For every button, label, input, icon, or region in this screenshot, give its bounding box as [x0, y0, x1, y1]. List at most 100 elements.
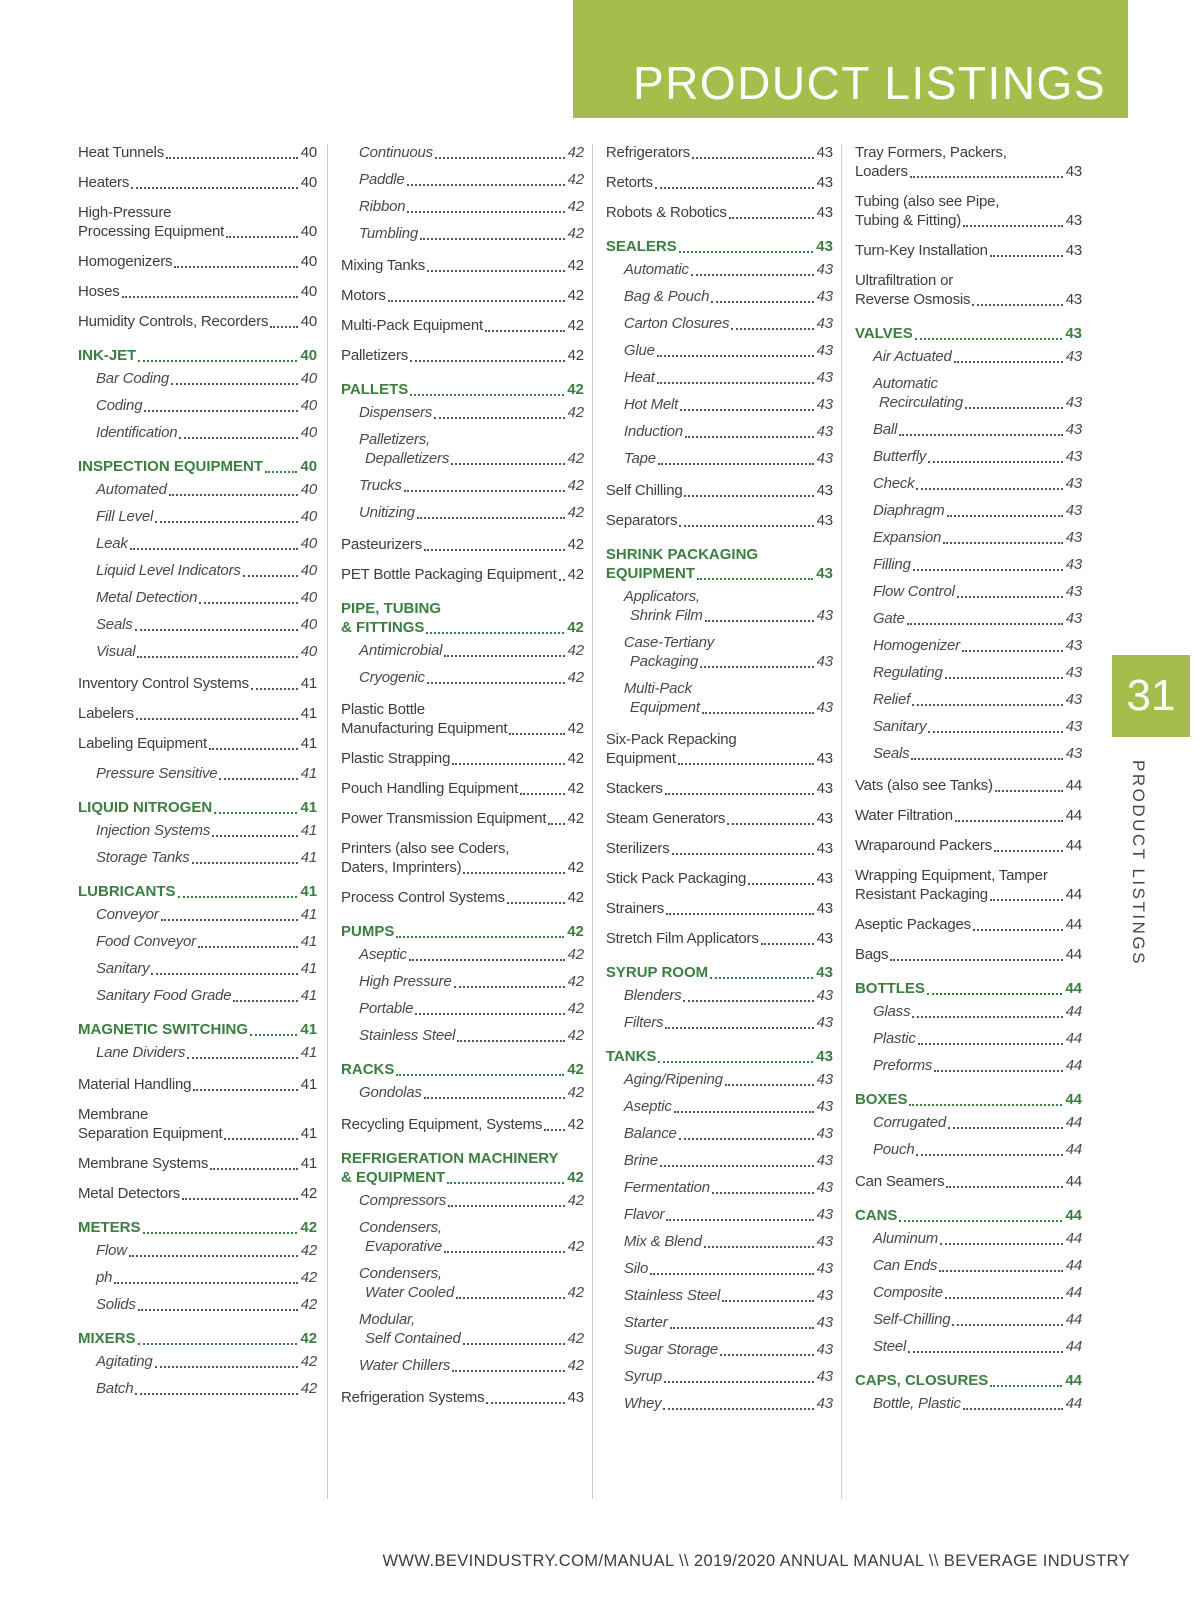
- dot-leader: [926, 993, 1063, 995]
- page-ref: 43: [1065, 163, 1083, 180]
- entry-label: Pasteurizers: [341, 536, 423, 553]
- sub-entry: Unitizing 42: [359, 504, 584, 522]
- sub-entry: Gondolas 42: [359, 1084, 584, 1102]
- sub-entry: Syrup 43: [624, 1368, 833, 1386]
- dot-leader: [946, 1186, 1063, 1188]
- dot-leader: [427, 270, 565, 272]
- entry-label: Bar Coding: [96, 370, 170, 387]
- dot-leader: [415, 1013, 565, 1015]
- sub-entry: Tape 43: [624, 450, 833, 468]
- dot-leader: [908, 1351, 1063, 1353]
- entry-label: High Pressure: [359, 973, 452, 990]
- page-ref: 43: [816, 288, 834, 305]
- page-ref: 42: [567, 1084, 585, 1101]
- dot-leader: [679, 525, 814, 527]
- entry-label: Labeling Equipment: [78, 735, 207, 752]
- entry-label: Equipment: [605, 750, 676, 767]
- page-ref: 42: [567, 381, 584, 398]
- entry-label: Shrink Film: [629, 607, 703, 624]
- dot-leader: [451, 463, 565, 465]
- dot-leader: [407, 211, 565, 213]
- entry-label: Liquid Level Indicators: [96, 562, 241, 579]
- section-header: REFRIGERATION MACHINERY & EQUIPMENT 42: [341, 1150, 584, 1187]
- sub-entry: Conveyor 41: [96, 906, 317, 924]
- entry-label: Sugar Storage: [623, 1341, 719, 1358]
- listing-entry: Refrigerators 43: [606, 144, 833, 162]
- entry-label: Cryogenic: [359, 669, 425, 686]
- entry-label: Stainless Steel: [623, 1287, 721, 1304]
- entry-label: Self-Chilling: [872, 1311, 951, 1328]
- entry-label: Membrane Systems: [78, 1155, 209, 1172]
- entry-label: Automatic: [872, 375, 938, 392]
- dot-leader: [154, 1366, 298, 1368]
- dot-leader: [912, 569, 1063, 571]
- dot-leader: [137, 656, 298, 658]
- page-ref: 42: [567, 450, 585, 467]
- page-ref: 42: [567, 1357, 585, 1374]
- page-ref: 43: [567, 1389, 585, 1406]
- dot-leader: [129, 548, 298, 550]
- dot-leader: [724, 1084, 814, 1086]
- page-ref: 43: [816, 482, 834, 499]
- entry-label: Homogenizers: [78, 253, 173, 270]
- sub-entry: Stainless Steel 43: [624, 1287, 833, 1305]
- dot-leader: [131, 187, 298, 189]
- page-ref: 43: [816, 1287, 834, 1304]
- entry-label: Condensers,: [359, 1219, 442, 1236]
- listing-entry: Bags 44: [855, 946, 1082, 964]
- dot-leader: [989, 255, 1063, 257]
- page-ref: 43: [816, 1314, 834, 1331]
- dot-leader: [423, 1097, 565, 1099]
- sub-entry: Paddle 42: [359, 171, 584, 189]
- section-header: PALLETS 42: [341, 381, 584, 399]
- entry-label: MAGNETIC SWITCHING: [78, 1021, 248, 1038]
- dot-leader: [928, 731, 1063, 733]
- entry-label: Food Conveyor: [96, 933, 196, 950]
- dot-leader: [965, 407, 1063, 409]
- entry-label: Composite: [872, 1284, 943, 1301]
- sub-entry: Fill Level 40: [96, 508, 317, 526]
- dot-leader: [410, 360, 565, 362]
- entry-label: Tumbling: [359, 225, 419, 242]
- entry-label: ph: [96, 1269, 113, 1286]
- listing-entry: PET Bottle Packaging Equipment 42: [341, 566, 584, 584]
- sub-entry: Automatic 43: [624, 261, 833, 279]
- dot-leader: [711, 301, 814, 303]
- listing-entry: Labeling Equipment 41: [78, 735, 317, 753]
- entry-label: Corrugated: [872, 1114, 946, 1131]
- entry-label: Recirculating: [878, 394, 964, 411]
- page-ref: 43: [1065, 242, 1083, 259]
- page-ref: 44: [1065, 1030, 1083, 1047]
- dot-leader: [166, 157, 298, 159]
- dot-leader: [270, 326, 298, 328]
- page-ref: 41: [300, 1125, 318, 1142]
- entry-label: Packaging: [629, 653, 699, 670]
- sub-entry: Brine 43: [624, 1152, 833, 1170]
- dot-leader: [990, 1385, 1063, 1387]
- entry-label: Flavor: [623, 1206, 665, 1223]
- dot-leader: [444, 1251, 565, 1253]
- entry-label: Bottle, Plastic: [872, 1395, 961, 1412]
- page-header-band: PRODUCT LISTINGS: [573, 0, 1128, 118]
- page-ref: 40: [300, 174, 318, 191]
- sub-entry: Leak 40: [96, 535, 317, 553]
- sub-entry: Sanitary 41: [96, 960, 317, 978]
- dot-leader: [210, 1168, 298, 1170]
- dot-leader: [144, 410, 298, 412]
- page-ref: 43: [1065, 691, 1083, 708]
- dot-leader: [426, 632, 565, 634]
- entry-label: Separators: [605, 512, 678, 529]
- entry-label: Printers (also see Coders,: [341, 840, 510, 857]
- listing-entry: Tubing (also see Pipe, Tubing & Fitting) 4…: [855, 193, 1082, 230]
- entry-label: & EQUIPMENT: [341, 1169, 446, 1186]
- entry-label: Evaporative: [365, 1238, 443, 1255]
- page-ref: 42: [567, 1169, 584, 1186]
- entry-label: Filling: [872, 556, 911, 573]
- sub-entry: Preforms 44: [873, 1057, 1082, 1075]
- page-ref: 41: [300, 799, 318, 816]
- sub-entry: Pressure Sensitive 41: [96, 765, 317, 783]
- entry-label: Induction: [623, 423, 683, 440]
- dot-leader: [484, 330, 565, 332]
- sub-entry: Sanitary Food Grade 41: [96, 987, 317, 1005]
- section-header: BOXES 44: [855, 1091, 1082, 1109]
